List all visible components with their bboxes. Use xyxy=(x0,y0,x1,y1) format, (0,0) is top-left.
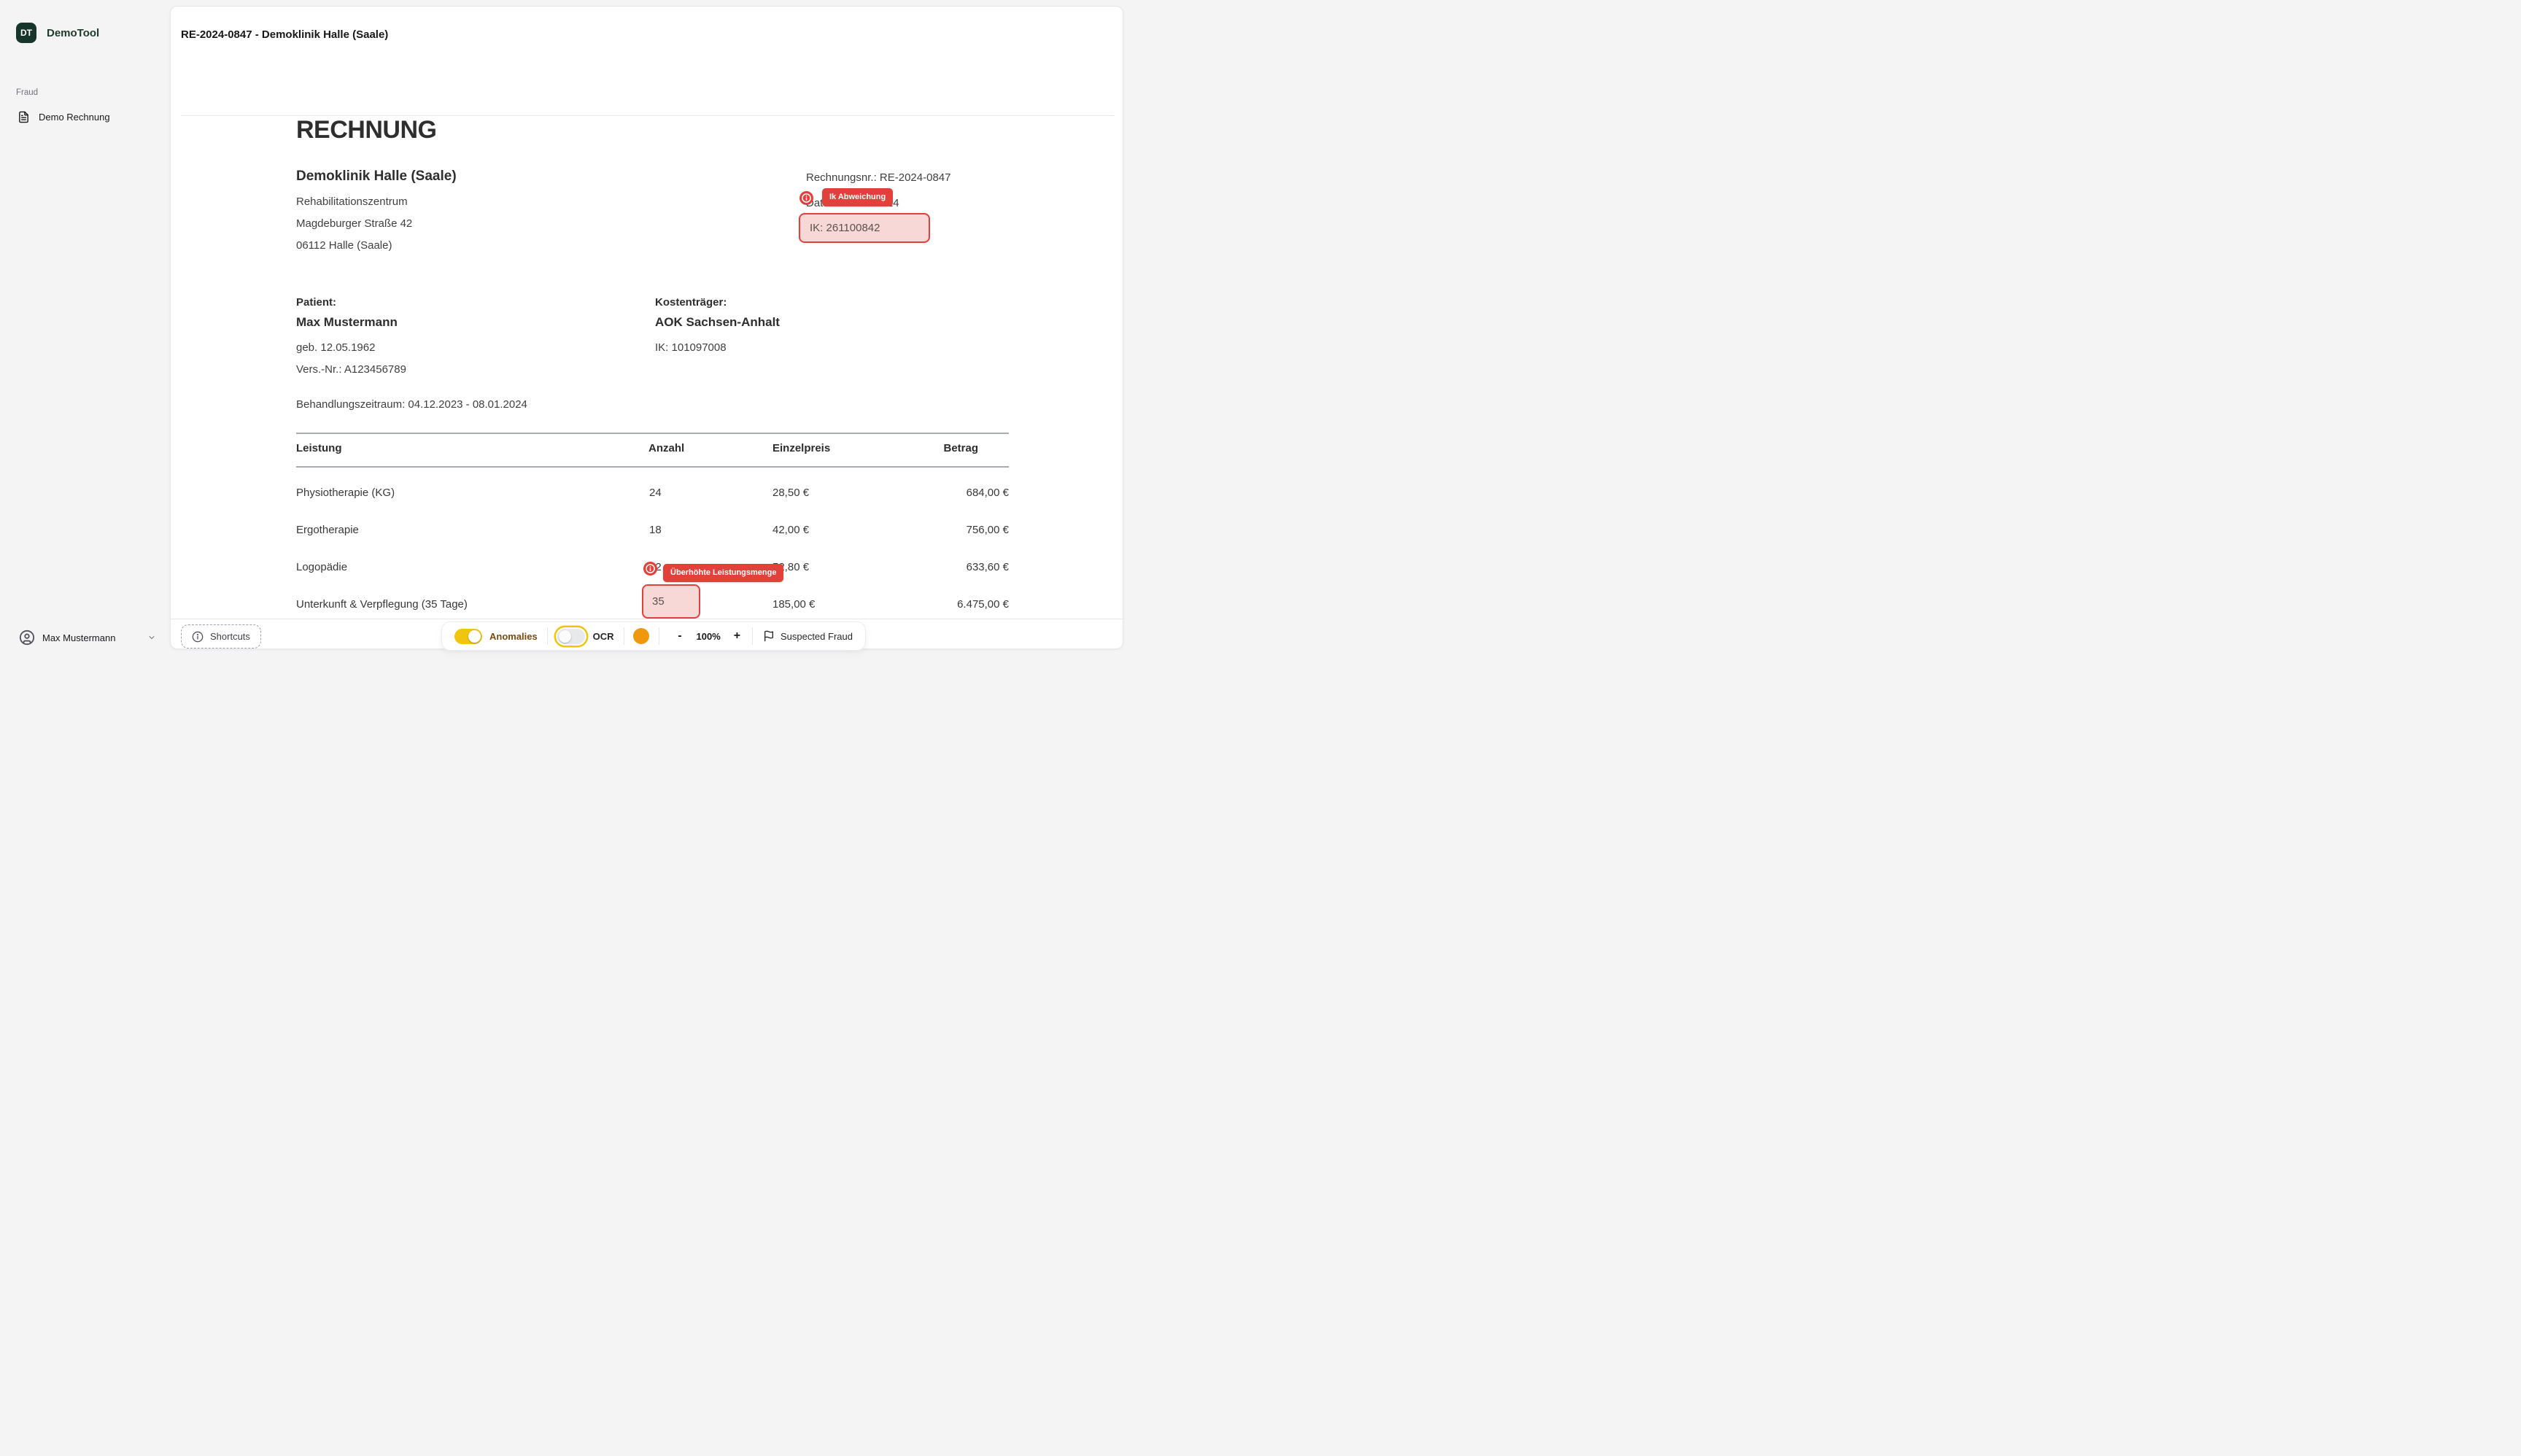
table-cell-betrag: 756,00 € xyxy=(966,524,1009,536)
anzahl-highlight-box: 35 xyxy=(642,584,700,619)
table-cell-leistung: Physiotherapie (KG) xyxy=(296,487,395,499)
col-header-betrag: Betrag xyxy=(943,442,978,454)
table-cell-betrag: 633,60 € xyxy=(966,561,1009,573)
col-header-anzahl: Anzahl xyxy=(648,442,685,454)
toggle-knob xyxy=(468,630,481,643)
treatment-period: Behandlungszeitraum: 04.12.2023 - 08.01.… xyxy=(296,398,527,411)
patient-insurance-number: Vers.-Nr.: A123456789 xyxy=(296,363,406,376)
anomaly-badge-ik-abweichung[interactable]: Ik Abweichung xyxy=(822,188,894,206)
invoice-doc-title: RECHNUNG xyxy=(296,116,437,144)
anomaly-badge-leistungsmenge[interactable]: Überhöhte Leistungsmenge xyxy=(663,564,784,582)
sidebar-section-fraud: Fraud xyxy=(16,88,39,97)
flag-icon xyxy=(763,630,775,642)
anomalies-toggle[interactable] xyxy=(454,628,482,644)
page-title: RE-2024-0847 - Demoklinik Halle (Saale) xyxy=(181,28,389,41)
sidebar-item-demo-rechnung[interactable]: Demo Rechnung xyxy=(9,106,161,128)
table-cell-einzelpreis: 28,50 € xyxy=(772,487,810,499)
file-text-icon xyxy=(18,111,30,123)
col-header-leistung: Leistung xyxy=(296,442,342,454)
app-logo[interactable]: DT xyxy=(16,23,36,43)
anomalies-toggle-label: Anomalies xyxy=(489,630,538,642)
clinic-address-line: Rehabilitationszentrum xyxy=(296,195,408,208)
col-header-einzelpreis: Einzelpreis xyxy=(772,442,831,454)
payer-label: Kostenträger: xyxy=(655,296,727,309)
document-panel: RE-2024-0847 - Demoklinik Halle (Saale) … xyxy=(170,6,1123,651)
suspected-fraud-label: Suspected Fraud xyxy=(780,630,853,642)
ocr-toggle[interactable] xyxy=(557,628,585,644)
table-cell-leistung: Logopädie xyxy=(296,561,348,573)
clinic-address-line: Magdeburger Straße 42 xyxy=(296,217,413,230)
zoom-in-button[interactable]: + xyxy=(733,630,741,642)
table-cell-einzelpreis: 185,00 € xyxy=(772,598,816,611)
table-cell-leistung: Unterkunft & Verpflegung (35 Tage) xyxy=(296,598,468,611)
table-cell-betrag: 6.475,00 € xyxy=(957,598,1009,611)
chevron-down-icon xyxy=(147,633,156,642)
highlight-color-dot[interactable] xyxy=(633,628,650,644)
invoice-number: Rechnungsnr.: RE-2024-0847 xyxy=(806,171,951,184)
table-cell-leistung: Ergotherapie xyxy=(296,524,359,536)
table-cell-anzahl: 24 xyxy=(649,487,662,499)
zoom-out-button[interactable]: - xyxy=(678,630,682,642)
app-name: DemoTool xyxy=(47,27,100,39)
sidebar-item-label: Demo Rechnung xyxy=(39,111,110,123)
table-cell-anzahl: 18 xyxy=(649,524,662,536)
table-cell-betrag: 684,00 € xyxy=(966,487,1009,499)
patient-birthdate: geb. 12.05.1962 xyxy=(296,341,376,354)
user-menu[interactable]: Max Mustermann xyxy=(13,626,162,649)
ik-highlight-box: IK: 261100842 xyxy=(799,213,930,243)
viewer-toolbar: Anomalies OCR - 100% + Suspected Fraud xyxy=(441,621,866,651)
clinic-address-line: 06112 Halle (Saale) xyxy=(296,239,392,252)
patient-label: Patient: xyxy=(296,296,337,309)
shortcuts-button[interactable]: Shortcuts xyxy=(181,624,261,648)
ocr-toggle-label: OCR xyxy=(592,630,614,642)
anomaly-info-icon[interactable] xyxy=(643,562,657,576)
toggle-knob xyxy=(558,630,571,643)
toolbar-divider xyxy=(752,627,753,645)
clinic-name: Demoklinik Halle (Saale) xyxy=(296,169,457,184)
suspected-fraud-button[interactable]: Suspected Fraud xyxy=(763,630,853,642)
user-name: Max Mustermann xyxy=(42,632,116,643)
table-cell-einzelpreis: 42,00 € xyxy=(772,524,810,536)
payer-name: AOK Sachsen-Anhalt xyxy=(655,315,780,329)
zoom-level: 100% xyxy=(696,630,721,642)
table-top-border xyxy=(296,433,1009,434)
patient-name: Max Mustermann xyxy=(296,315,398,329)
payer-ik: IK: 101097008 xyxy=(655,341,727,354)
header-divider xyxy=(181,115,1114,116)
shortcuts-label: Shortcuts xyxy=(210,631,250,642)
info-icon xyxy=(192,631,204,643)
table-header-border xyxy=(296,466,1009,468)
anomaly-info-icon[interactable] xyxy=(799,191,813,205)
toolbar-divider xyxy=(546,627,548,645)
user-avatar-icon xyxy=(19,630,35,646)
